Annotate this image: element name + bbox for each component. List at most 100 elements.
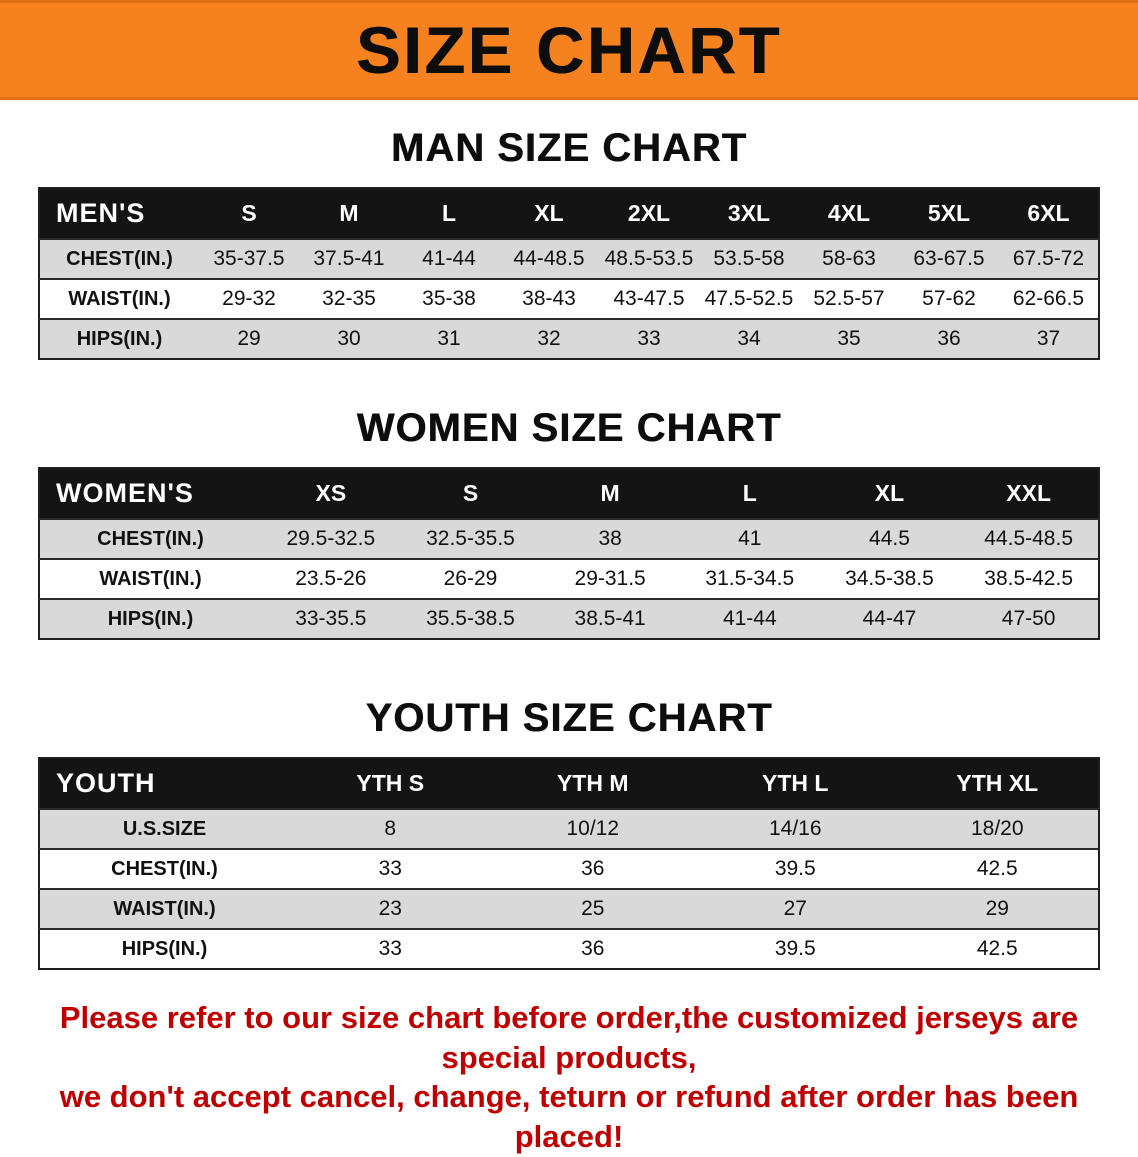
size-value-cell: 33 [378,857,402,880]
size-header-row: WOMEN'S XS S M L XL XXL [39,468,1099,519]
size-value-cell: 67.5-72 [1012,247,1085,270]
size-value-cell: 37 [1036,327,1061,350]
table-label-header: YOUTH [39,758,289,809]
size-value-cell: 23.5-26 [295,567,367,590]
size-value-cell: 41 [738,527,762,550]
youth-size-heading: YOUTH SIZE CHART [365,696,773,740]
youth-size-section: YOUTH SIZE CHART YOUTH YTH S YTH M YTH L YTH… [0,696,1138,970]
row-label: HIPS(IN.) [107,607,194,630]
man-size-section: MAN SIZE CHART MEN'S S M L XL 2XL 3XL 4XL 5XL 6XL… [0,126,1138,360]
size-column-header: 3XL [699,188,799,239]
page-title: SIZE CHART [356,13,782,87]
table-label-header: WOMEN'S [39,468,261,519]
size-column-header: 4XL [799,188,899,239]
size-column-header: 2XL [599,188,699,239]
size-value-cell: 58-63 [822,247,876,270]
size-column-header: YTH L [694,758,897,809]
size-column-header: 6XL [999,188,1099,239]
size-value-cell: 38.5-42.5 [984,567,1074,590]
table-row: CHEST(IN.) 33 36 39.5 42.5 [39,849,1099,889]
table-row: U.S.SIZE 8 10/12 14/16 18/20 [39,809,1099,849]
size-value-cell: 29-31.5 [574,567,646,590]
size-value-cell: 31.5-34.5 [705,567,795,590]
table-row: WAIST(IN.) 29-32 32-35 35-38 38-43 43-47.5 47.… [39,279,1099,319]
size-column-header: S [400,468,541,519]
size-value-cell: 31 [437,327,461,350]
size-value-cell: 63-67.5 [913,247,985,270]
table-row: HIPS(IN.) 33 36 39.5 42.5 [39,929,1099,969]
size-column-header: L [399,188,499,239]
size-value-cell: 36 [581,937,605,960]
size-value-cell: 35 [837,327,861,350]
size-value-cell: 30 [337,327,361,350]
size-value-cell: 48.5-53.5 [604,247,694,270]
table-row: WAIST(IN.) 23 25 27 29 [39,889,1099,929]
size-column-header: L [679,468,820,519]
size-value-cell: 29-32 [222,287,276,310]
size-column-header: S [199,188,299,239]
size-value-cell: 52.5-57 [813,287,885,310]
size-value-cell: 36 [937,327,961,350]
size-value-cell: 34 [737,327,761,350]
size-value-cell: 42.5 [976,857,1018,880]
size-value-cell: 57-62 [922,287,976,310]
size-value-cell: 36 [581,857,605,880]
row-label: WAIST(IN.) [68,287,171,310]
size-column-header: YTH M [491,758,694,809]
size-value-cell: 23 [378,897,402,920]
table-row: CHEST(IN.) 35-37.5 37.5-41 41-44 44-48.5 48.5… [39,239,1099,279]
size-value-cell: 18/20 [970,817,1024,840]
size-value-cell: 32-35 [322,287,376,310]
table-row: WAIST(IN.) 23.5-26 26-29 29-31.5 31.5-34.5 34… [39,559,1099,599]
size-value-cell: 29 [985,897,1009,920]
size-value-cell: 43-47.5 [613,287,685,310]
size-value-cell: 38.5-41 [574,607,646,630]
size-header-row: YOUTH YTH S YTH M YTH L YTH XL [39,758,1099,809]
row-label: WAIST(IN.) [113,897,216,920]
size-value-cell: 44-48.5 [513,247,585,270]
row-label: CHEST(IN.) [111,857,218,880]
size-value-cell: 39.5 [774,857,816,880]
size-value-cell: 35-37.5 [213,247,285,270]
row-label: HIPS(IN.) [76,327,163,350]
size-column-header: XL [499,188,599,239]
size-value-cell: 32 [537,327,561,350]
disclaimer-line-2: we don't accept cancel, change, teturn o… [59,1079,1079,1155]
row-label: WAIST(IN.) [99,567,202,590]
size-value-cell: 25 [581,897,605,920]
table-row: HIPS(IN.) 33-35.5 35.5-38.5 38.5-41 41-44 44-… [39,599,1099,639]
size-column-header: M [540,468,680,519]
size-column-header: XS [261,468,401,519]
women-size-section: WOMEN SIZE CHART WOMEN'S XS S M L XL XXL CHEST(… [0,406,1138,640]
size-value-cell: 38 [598,527,622,550]
size-value-cell: 39.5 [774,937,816,960]
table-row: HIPS(IN.) 29 30 31 32 33 34 35 36 37 [39,319,1099,359]
size-value-cell: 8 [384,817,397,840]
size-value-cell: 27 [783,897,807,920]
row-label: HIPS(IN.) [121,937,208,960]
size-chart-banner: SIZE CHART [0,0,1138,100]
size-value-cell: 32.5-35.5 [426,527,515,550]
size-value-cell: 33 [637,327,661,350]
disclaimer-line-1: Please refer to our size chart before or… [59,1000,1079,1075]
size-value-cell: 26-29 [443,567,498,590]
size-value-cell: 33-35.5 [295,607,367,630]
size-value-cell: 38-43 [522,287,576,310]
women-size-heading: WOMEN SIZE CHART [356,406,782,450]
size-value-cell: 14/16 [768,817,822,840]
size-value-cell: 44.5-48.5 [984,527,1074,550]
size-value-cell: 37.5-41 [313,247,385,270]
size-header-row: MEN'S S M L XL 2XL 3XL 4XL 5XL 6XL [39,188,1099,239]
size-value-cell: 44.5 [869,527,910,550]
size-value-cell: 47-50 [1001,607,1056,630]
size-column-header: XL [819,468,960,519]
man-size-heading: MAN SIZE CHART [390,126,748,170]
size-value-cell: 53.5-58 [713,247,785,270]
size-value-cell: 41-44 [422,247,476,270]
size-value-cell: 47.5-52.5 [704,287,794,310]
table-row: CHEST(IN.) 29.5-32.5 32.5-35.5 38 41 44.5 44.5… [39,519,1099,559]
size-value-cell: 41-44 [722,607,777,630]
size-column-header: YTH XL [896,758,1099,809]
row-label: U.S.SIZE [122,817,207,840]
size-value-cell: 42.5 [976,937,1018,960]
